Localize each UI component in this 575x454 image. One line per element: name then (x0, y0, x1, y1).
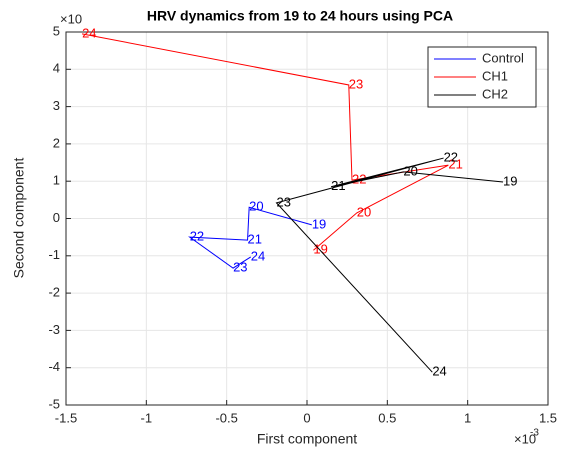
point-label: 19 (313, 242, 327, 257)
x-multiplier: ×10 (514, 431, 536, 446)
y-tick-label: 3 (53, 98, 60, 113)
y-tick-label: 4 (53, 61, 60, 76)
legend-label: Control (482, 50, 524, 65)
point-label: 22 (190, 229, 204, 244)
y-tick-label: -3 (48, 322, 60, 337)
point-label: 23 (276, 194, 290, 209)
x-exponent: -3 (530, 428, 539, 439)
point-label: 22 (444, 150, 458, 165)
x-tick-label: 0.5 (378, 410, 396, 425)
y-tick-label: 2 (53, 135, 60, 150)
point-label: 22 (352, 172, 366, 187)
y-axis-label: Second component (11, 158, 27, 279)
point-label: 21 (448, 157, 462, 172)
x-tick-label: 1 (464, 410, 471, 425)
chart-title: HRV dynamics from 19 to 24 hours using P… (147, 8, 453, 24)
point-label: 19 (503, 173, 517, 188)
y-tick-label: 0 (53, 210, 60, 225)
point-label: 21 (331, 178, 345, 193)
x-tick-label: -1 (141, 410, 153, 425)
x-tick-label: 0 (303, 410, 310, 425)
point-label: 21 (248, 232, 262, 247)
x-tick-label: 1.5 (539, 410, 557, 425)
y-tick-label: -2 (48, 285, 60, 300)
y-multiplier: ×10 (60, 11, 82, 26)
point-label: 20 (403, 163, 417, 178)
legend-label: CH2 (482, 86, 508, 101)
x-axis-label: First component (257, 431, 357, 447)
point-label: 24 (82, 25, 96, 40)
legend-label: CH1 (482, 68, 508, 83)
y-tick-label: -4 (48, 359, 60, 374)
y-tick-label: 5 (53, 23, 60, 38)
point-label: 20 (357, 204, 371, 219)
series-line (275, 157, 504, 373)
point-label: 24 (432, 364, 446, 379)
point-label: 20 (249, 199, 263, 214)
y-tick-label: -5 (48, 396, 60, 411)
axes-box (65, 31, 549, 406)
x-tick-label: -0.5 (215, 410, 237, 425)
point-label: 24 (251, 248, 265, 263)
series-line (188, 206, 312, 269)
point-label: 19 (312, 216, 326, 231)
y-tick-label: 1 (53, 173, 60, 188)
x-tick-label: -1.5 (55, 410, 77, 425)
point-label: 23 (233, 260, 247, 275)
y-tick-label: -1 (48, 247, 60, 262)
point-label: 23 (349, 76, 363, 91)
